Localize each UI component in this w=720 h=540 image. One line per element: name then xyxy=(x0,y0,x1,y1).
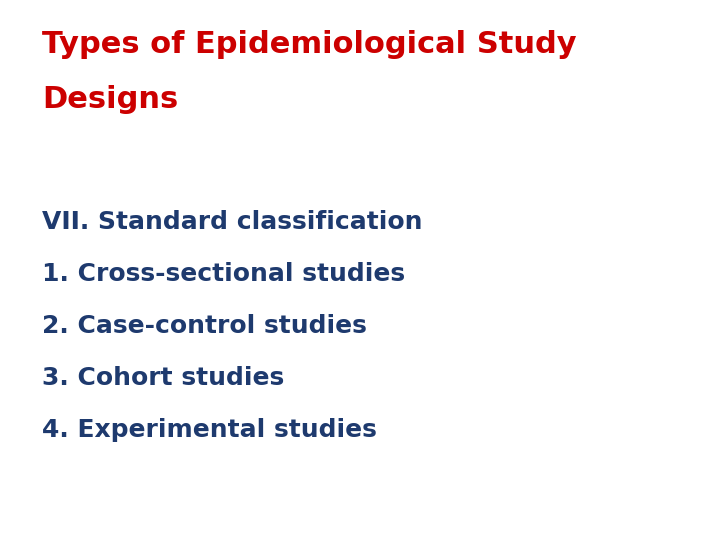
Text: VII. Standard classification: VII. Standard classification xyxy=(42,210,423,234)
Text: 3. Cohort studies: 3. Cohort studies xyxy=(42,366,284,390)
Text: Designs: Designs xyxy=(42,85,179,114)
Text: Types of Epidemiological Study: Types of Epidemiological Study xyxy=(42,30,577,59)
Text: 1. Cross-sectional studies: 1. Cross-sectional studies xyxy=(42,262,405,286)
Text: 2. Case-control studies: 2. Case-control studies xyxy=(42,314,367,338)
Text: 4. Experimental studies: 4. Experimental studies xyxy=(42,418,377,442)
